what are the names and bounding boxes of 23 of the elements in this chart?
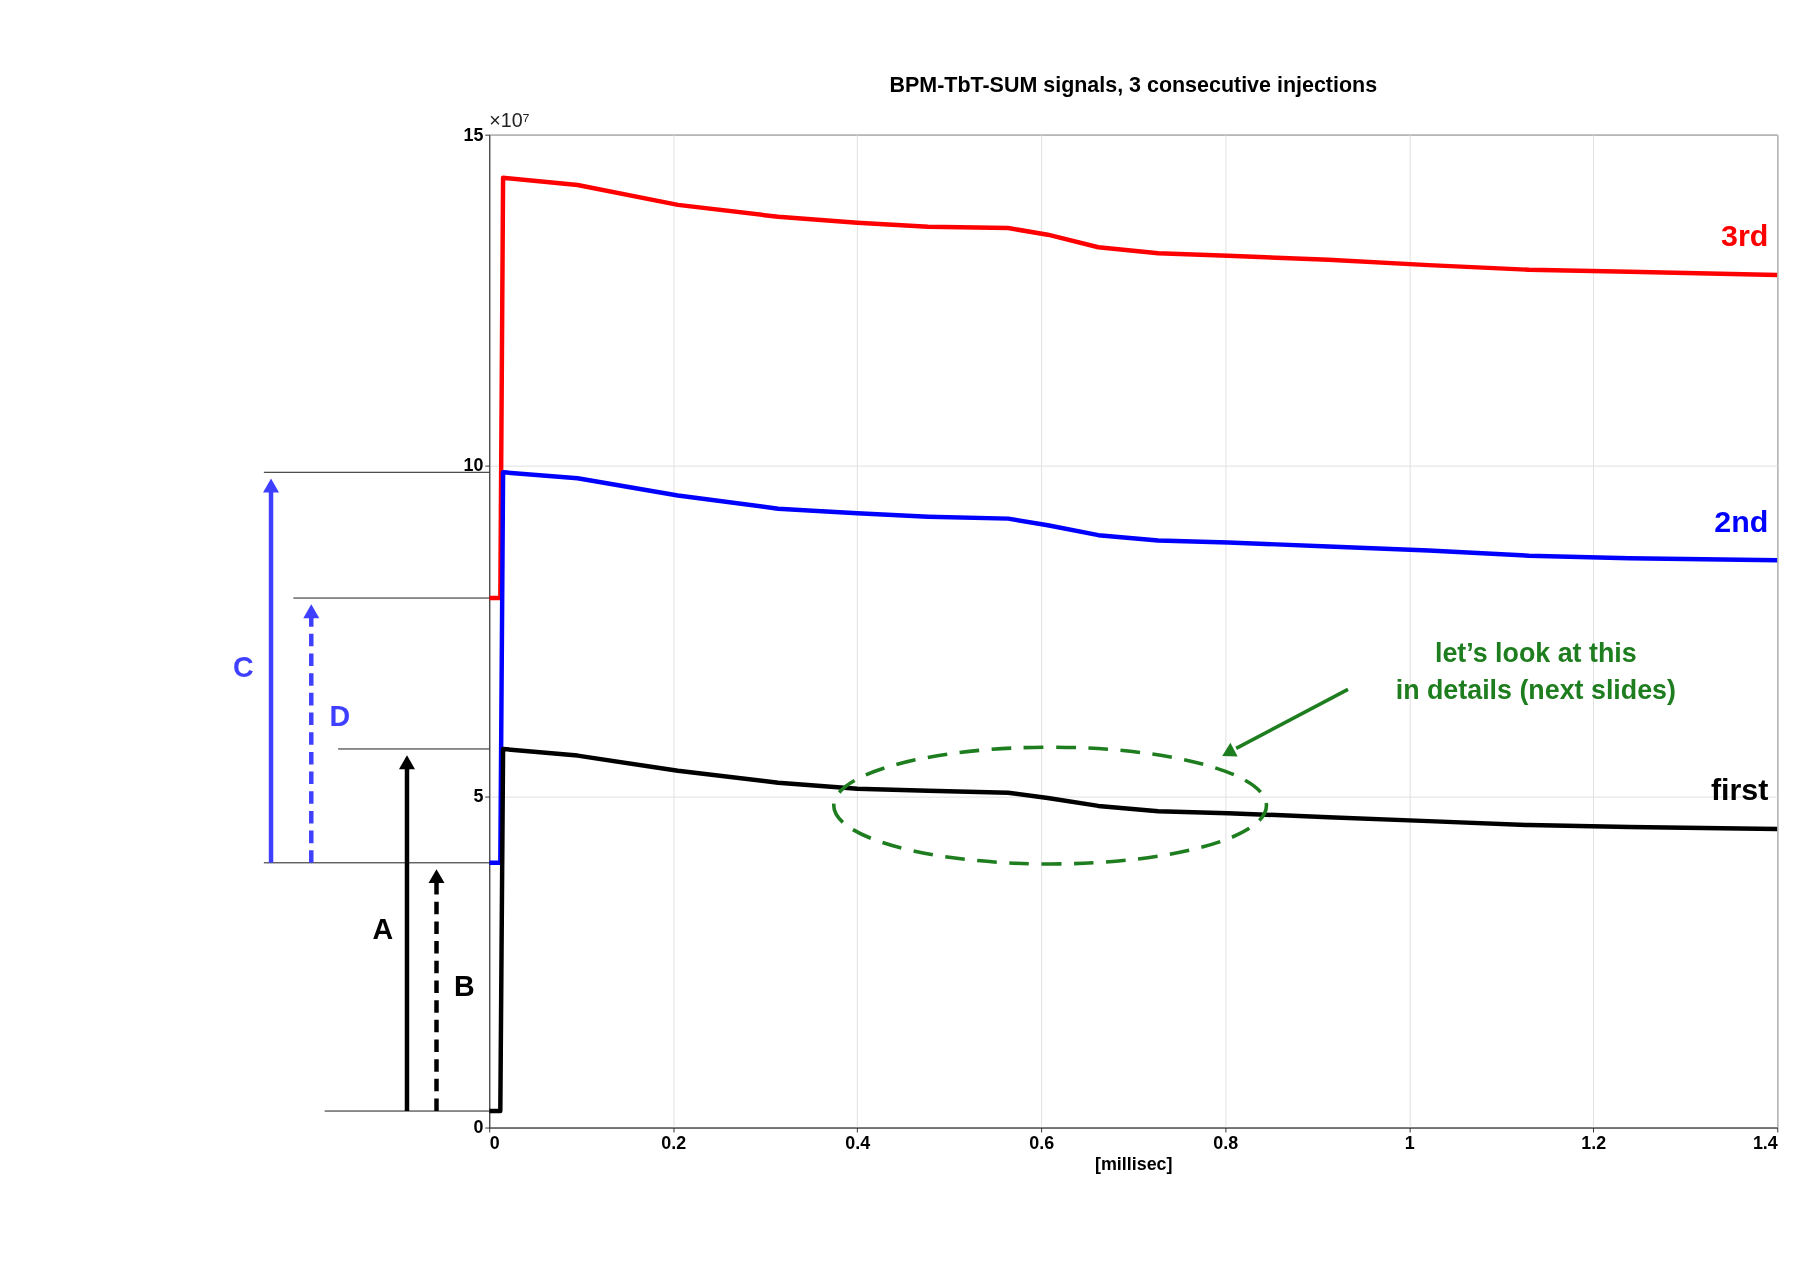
annotation: let’s look at this in details (next slides) — [1395, 637, 1676, 706]
text: A — [372, 912, 394, 945]
y-tick-label: 10 — [463, 455, 484, 476]
chart-title: BPM-TbT-SUM signals, 3 consecutive injections — [889, 72, 1378, 97]
y-tick-label: 5 — [473, 786, 484, 807]
text: C — [232, 650, 254, 683]
x-tick-label: 0.6 — [1029, 1132, 1055, 1153]
x-tick-label: 0 — [489, 1132, 500, 1153]
series-label: first — [1710, 772, 1769, 807]
x-tick-label: 0.4 — [845, 1132, 871, 1153]
x-tick-label: 1 — [1404, 1132, 1415, 1153]
x-tick-label: 0.8 — [1213, 1132, 1239, 1153]
y-tick-label: 15 — [463, 124, 484, 145]
x-tick-label: 1.4 — [1752, 1132, 1778, 1153]
text: ×10⁷ — [489, 108, 530, 131]
x-axis-title: [millisec] — [1095, 1154, 1173, 1175]
x-tick-label: 0.2 — [661, 1132, 687, 1153]
series-label: 2nd — [1714, 503, 1769, 538]
text: D — [329, 700, 351, 733]
x-tick-label: 1.2 — [1581, 1132, 1607, 1153]
text: B — [453, 969, 475, 1002]
series-label: 3rd — [1721, 218, 1769, 253]
y-tick-label: 0 — [473, 1117, 484, 1138]
